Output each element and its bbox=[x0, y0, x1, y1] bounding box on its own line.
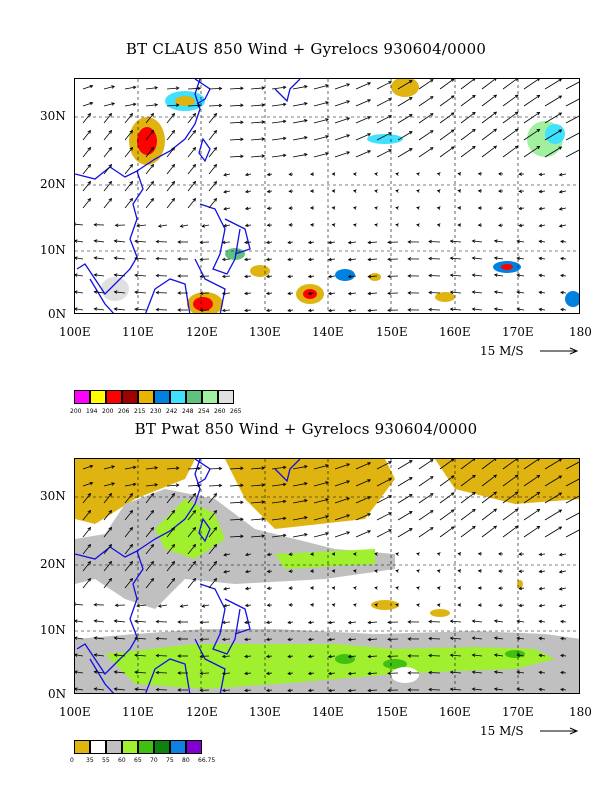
colorbar-label: 35 bbox=[86, 757, 94, 764]
colorbar-swatch bbox=[122, 390, 138, 404]
panel1-lat-0n: 0N bbox=[48, 307, 67, 321]
colorbar-swatch bbox=[202, 390, 218, 404]
grid-lines bbox=[75, 79, 579, 313]
colorbar-label: 194 bbox=[86, 408, 98, 415]
colorbar-label: 65 bbox=[134, 757, 142, 764]
panel1-lat-30n: 30N bbox=[40, 109, 66, 123]
colorbar-label: 60 bbox=[118, 757, 126, 764]
wind-vectors bbox=[75, 79, 579, 313]
colorbar-swatch bbox=[74, 740, 90, 754]
panel2-lat-30n: 30N bbox=[40, 489, 66, 503]
panel2-lon-110e: 110E bbox=[122, 705, 154, 719]
colorbar-swatch bbox=[106, 390, 122, 404]
panel1-lon-150e: 150E bbox=[376, 325, 408, 339]
panel1-lon-160e: 160E bbox=[439, 325, 471, 339]
panel2-lat-0n: 0N bbox=[48, 687, 67, 701]
colorbar-swatch bbox=[90, 390, 106, 404]
panel1-title: BT CLAUS 850 Wind + Gyrelocs 930604/0000 bbox=[125, 40, 487, 58]
panel1-lon-140e: 140E bbox=[312, 325, 344, 339]
colorbar-label: 215 bbox=[134, 408, 146, 415]
colorbar-swatch bbox=[186, 740, 202, 754]
panel2-lat-10n: 10N bbox=[40, 623, 66, 637]
colorbar-swatch bbox=[170, 740, 186, 754]
colorbar-label: 70 bbox=[150, 757, 158, 764]
colorbar-label: 0 bbox=[70, 757, 74, 764]
colorbar-swatch bbox=[90, 740, 106, 754]
wind-vectors bbox=[75, 459, 579, 693]
panel1-lon-100e: 100E bbox=[59, 325, 91, 339]
colorbar-swatch bbox=[154, 740, 170, 754]
panel1-lon-120e: 120E bbox=[186, 325, 218, 339]
panel2-lon-120e: 120E bbox=[186, 705, 218, 719]
grid-lines bbox=[75, 459, 579, 693]
panel1-lon-110e: 110E bbox=[122, 325, 154, 339]
colorbar-swatch bbox=[186, 390, 202, 404]
panel2-lon-160e: 160E bbox=[439, 705, 471, 719]
pwat-fields bbox=[75, 459, 579, 693]
panel2-lon-100e: 100E bbox=[59, 705, 91, 719]
colorbar-swatch bbox=[106, 740, 122, 754]
panel2-title: BT Pwat 850 Wind + Gyrelocs 930604/0000 bbox=[134, 420, 478, 438]
colorbar-swatch bbox=[218, 390, 234, 404]
colorbar-swatch bbox=[138, 390, 154, 404]
panel2-vector-ref-arrow bbox=[540, 727, 579, 735]
panel2-lat-20n: 20N bbox=[40, 557, 66, 571]
colorbar-label: 200 bbox=[70, 408, 82, 415]
coastlines bbox=[75, 79, 301, 313]
panel2-lon-180: 180 bbox=[569, 705, 592, 719]
colorbar-label: 200 bbox=[102, 408, 114, 415]
panel1-lon-180: 180 bbox=[569, 325, 592, 339]
colorbar-label: 75 bbox=[166, 757, 174, 764]
colorbar-label: 254 bbox=[198, 408, 210, 415]
colorbar-label: 265 bbox=[230, 408, 242, 415]
colorbar-swatch bbox=[122, 740, 138, 754]
panel2-map-svg bbox=[75, 459, 579, 693]
colorbar-label: 80 bbox=[182, 757, 190, 764]
panel2-vector-ref-label: 15 M/S bbox=[480, 724, 524, 738]
panel2-colorbar bbox=[74, 740, 202, 754]
colorbar-swatch bbox=[154, 390, 170, 404]
panel1-colorbar bbox=[74, 390, 234, 404]
panel2-map bbox=[74, 458, 580, 694]
colorbar-label: 230 bbox=[150, 408, 162, 415]
panel1-lat-10n: 10N bbox=[40, 243, 66, 257]
panel2-lon-150e: 150E bbox=[376, 705, 408, 719]
colorbar-swatch bbox=[74, 390, 90, 404]
panel1-map bbox=[74, 78, 580, 314]
colorbar-label: 248 bbox=[182, 408, 194, 415]
panel1-map-svg bbox=[75, 79, 579, 313]
panel1-vector-ref-arrow bbox=[540, 347, 579, 355]
colorbar-label: 55 bbox=[102, 757, 110, 764]
panel2-lon-170e: 170E bbox=[502, 705, 534, 719]
colorbar-label: 66.75 bbox=[198, 757, 216, 764]
colorbar-label: 260 bbox=[214, 408, 226, 415]
panel2-lon-130e: 130E bbox=[249, 705, 281, 719]
colorbar-label: 206 bbox=[118, 408, 130, 415]
colorbar-swatch bbox=[170, 390, 186, 404]
panel1-lon-130e: 130E bbox=[249, 325, 281, 339]
coastlines bbox=[75, 459, 301, 693]
colorbar-label: 242 bbox=[166, 408, 178, 415]
colorbar-swatch bbox=[138, 740, 154, 754]
panel1-lon-170e: 170E bbox=[502, 325, 534, 339]
panel1-lat-20n: 20N bbox=[40, 177, 66, 191]
panel2-lon-140e: 140E bbox=[312, 705, 344, 719]
panel1-vector-ref-label: 15 M/S bbox=[480, 344, 524, 358]
